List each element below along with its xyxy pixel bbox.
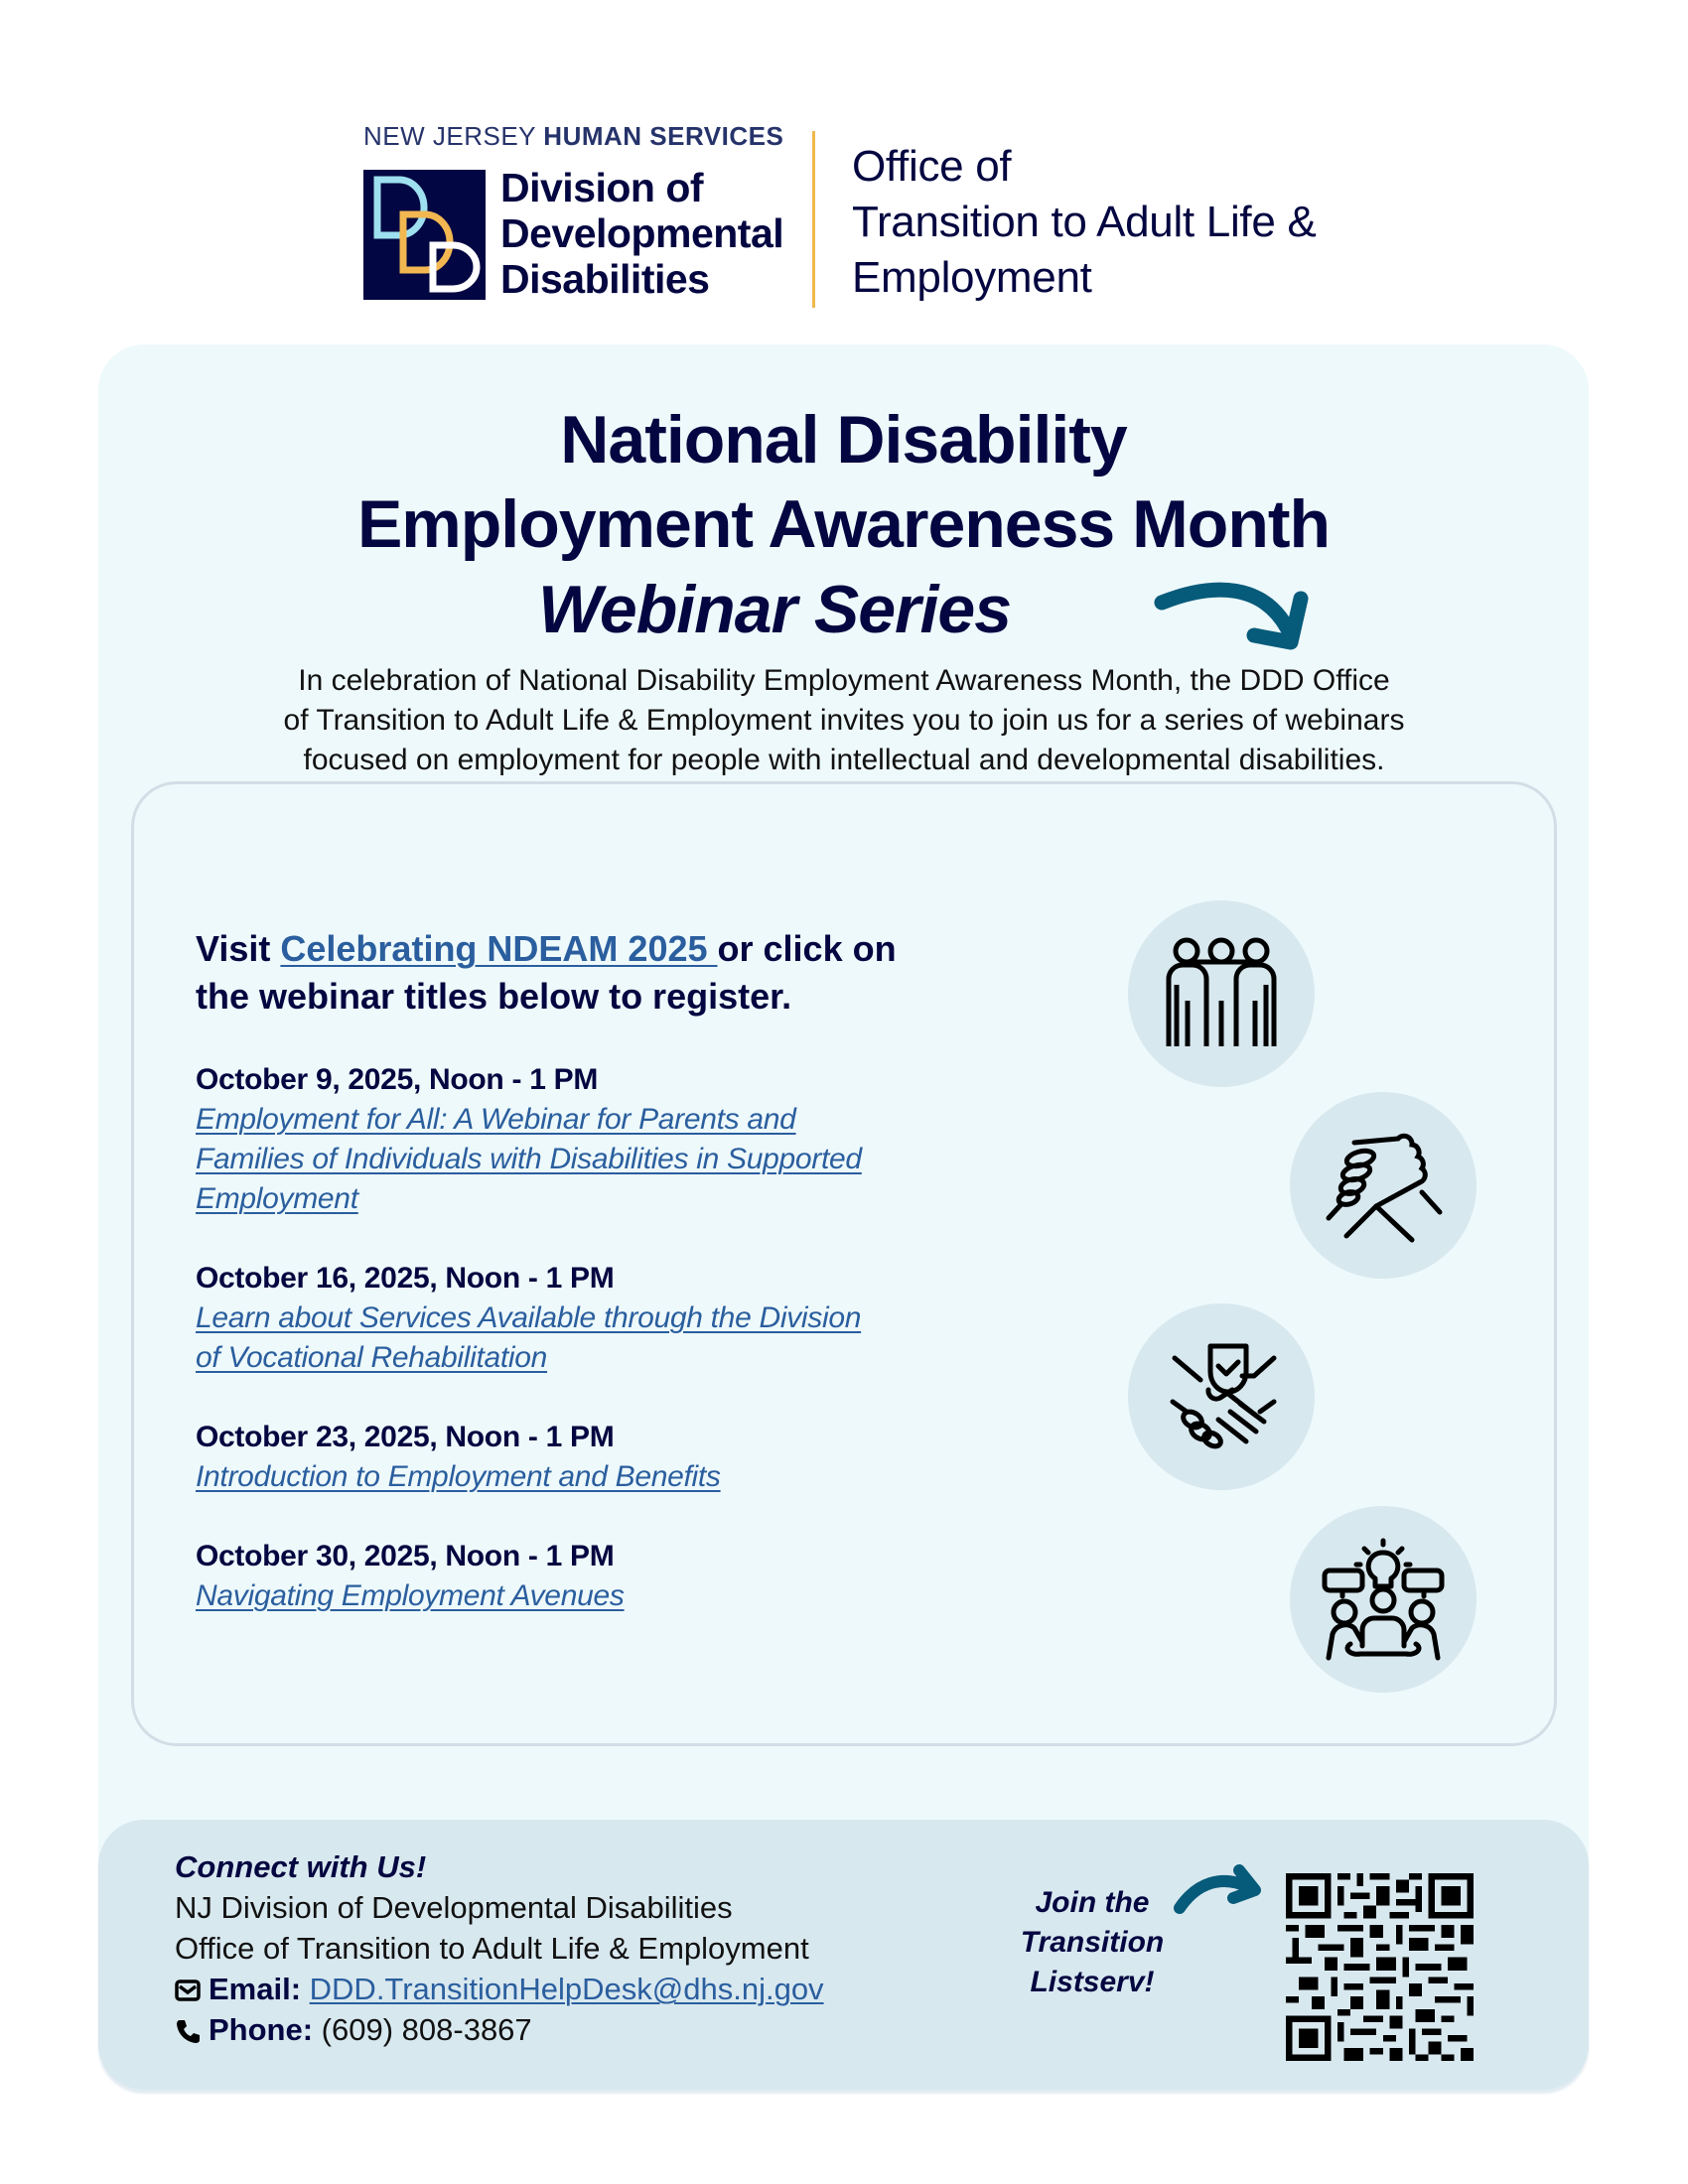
session-item: October 16, 2025, Noon - 1 PM Learn abou…	[196, 1259, 1069, 1378]
title-line-2: Employment Awareness Month	[356, 486, 1331, 562]
title-line-3: Webinar Series	[0, 570, 1688, 649]
curved-arrow-down-right-icon	[1154, 582, 1309, 650]
session-title-link[interactable]: Learn about Services Available through t…	[196, 1298, 1069, 1378]
handshake-shield-icon	[1170, 1343, 1277, 1449]
ddd-logo	[363, 170, 486, 300]
join-line: Join the	[1035, 1886, 1150, 1919]
register-line-2: the webinar titles below to register.	[196, 976, 792, 1017]
division-line: Disabilities	[500, 256, 710, 302]
division-line: Division of	[500, 165, 704, 210]
envelope-icon	[175, 1979, 201, 2001]
intro-line: In celebration of National Disability Em…	[298, 664, 1390, 697]
session-item: October 9, 2025, Noon - 1 PM Employment …	[196, 1060, 1069, 1219]
email-label: Email:	[209, 1972, 302, 2006]
office-line: Employment	[852, 253, 1092, 302]
office-line: Office of	[852, 142, 1012, 191]
org-line: NJ Division of Developmental Disabilitie…	[175, 1890, 733, 1925]
contact-info: Connect with Us! NJ Division of Developm…	[175, 1846, 1029, 2050]
ndeam-2025-link[interactable]: Celebrating NDEAM 2025	[280, 928, 718, 969]
join-listserv-label: Join the Transition Listserv!	[1003, 1883, 1182, 2002]
contact-heading: Connect with Us!	[175, 1849, 427, 1884]
session-item: October 30, 2025, Noon - 1 PM Navigating…	[196, 1537, 1069, 1616]
join-line: Transition	[1020, 1926, 1165, 1959]
icon-circle-people	[1128, 900, 1315, 1087]
org-line: Office of Transition to Adult Life & Emp…	[175, 1931, 809, 1966]
clasped-hands-icon	[1326, 1133, 1443, 1243]
session-date: October 16, 2025, Noon - 1 PM	[196, 1262, 615, 1295]
session-title-line: Learn about Services Available through t…	[196, 1301, 862, 1334]
phone-label: Phone:	[209, 2012, 314, 2047]
session-date: October 23, 2025, Noon - 1 PM	[196, 1421, 615, 1453]
session-title-link[interactable]: Navigating Employment Avenues	[196, 1579, 625, 1612]
phone-row: Phone: (609) 808-3867	[175, 2009, 1029, 2050]
icon-circle-hands	[1290, 1092, 1477, 1279]
email-row: Email: DDD.TransitionHelpDesk@dhs.nj.gov	[175, 1969, 1029, 2009]
session-date: October 9, 2025, Noon - 1 PM	[196, 1063, 599, 1096]
office-name: Office of Transition to Adult Life & Emp…	[852, 139, 1317, 306]
phone-value: (609) 808-3867	[313, 2012, 532, 2047]
icon-circle-agreement	[1128, 1303, 1315, 1490]
register-suffix: or click on	[717, 928, 897, 969]
session-title-line: of Vocational Rehabilitation	[196, 1341, 548, 1374]
agency-name: NEW JERSEY HUMAN SERVICES	[363, 121, 783, 152]
agency-name-bold: HUMAN SERVICES	[543, 121, 784, 151]
session-title-line: Employment for All: A Webinar for Parent…	[196, 1103, 796, 1136]
register-prefix: Visit	[196, 928, 281, 969]
webinar-card	[131, 781, 1557, 1746]
session-title-line: Employment	[196, 1182, 358, 1215]
join-line: Listserv!	[1030, 1966, 1155, 1998]
curved-arrow-right-icon	[1174, 1864, 1261, 1914]
qr-code-icon[interactable]	[1286, 1873, 1474, 2061]
phone-icon	[177, 2020, 200, 2043]
title-line-1: National Disability	[560, 402, 1127, 478]
team-idea-meeting-icon	[1322, 1538, 1445, 1661]
intro-line: focused on employment for people with in…	[303, 744, 1385, 776]
email-link[interactable]: DDD.TransitionHelpDesk@dhs.nj.gov	[309, 1972, 824, 2006]
session-title-link[interactable]: Introduction to Employment and Benefits	[196, 1460, 721, 1493]
division-line: Developmental	[500, 210, 784, 256]
icon-circle-meeting	[1290, 1506, 1477, 1693]
office-line: Transition to Adult Life &	[852, 198, 1317, 246]
division-name: Division of Developmental Disabilities	[500, 165, 784, 302]
session-date: October 30, 2025, Noon - 1 PM	[196, 1540, 615, 1572]
session-title-link[interactable]: Employment for All: A Webinar for Parent…	[196, 1100, 1069, 1219]
session-item: October 23, 2025, Noon - 1 PM Introducti…	[196, 1418, 1069, 1497]
register-instructions: Visit Celebrating NDEAM 2025 or click on…	[196, 925, 1089, 1021]
ddd-logo-icon	[373, 176, 481, 293]
group-of-people-icon	[1166, 937, 1277, 1046]
agency-name-light: NEW JERSEY	[363, 121, 536, 151]
session-title-line: Families of Individuals with Disabilitie…	[196, 1143, 862, 1175]
intro-line: of Transition to Adult Life & Employment…	[283, 704, 1405, 737]
header-divider	[812, 131, 815, 308]
intro-paragraph: In celebration of National Disability Em…	[149, 661, 1539, 780]
webinar-series-label: Webinar Series	[537, 572, 1012, 647]
